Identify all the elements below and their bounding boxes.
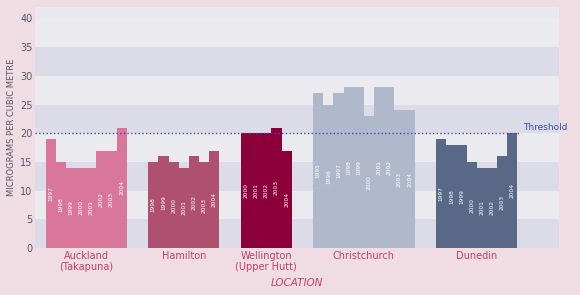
Text: 1997: 1997 xyxy=(336,163,341,178)
Bar xyxy=(35,133,559,162)
Text: 2001: 2001 xyxy=(253,183,259,198)
Bar xyxy=(497,156,508,248)
Text: 2001: 2001 xyxy=(182,201,186,215)
Bar xyxy=(385,87,394,248)
Bar xyxy=(96,150,107,248)
Text: 1997: 1997 xyxy=(48,186,53,201)
Text: 1998: 1998 xyxy=(58,198,63,212)
Bar xyxy=(405,110,415,248)
Bar xyxy=(209,150,219,248)
Text: 1999: 1999 xyxy=(68,201,74,215)
Text: 2002: 2002 xyxy=(191,195,197,210)
Bar xyxy=(261,133,271,248)
Text: 1998: 1998 xyxy=(346,160,351,175)
Text: 2003: 2003 xyxy=(500,195,505,210)
Bar xyxy=(46,139,56,248)
Bar xyxy=(334,93,343,248)
Bar xyxy=(179,168,189,248)
Text: 1999: 1999 xyxy=(459,189,464,204)
Bar xyxy=(487,168,497,248)
Bar xyxy=(189,156,199,248)
Bar xyxy=(117,127,127,248)
Text: 2001: 2001 xyxy=(89,201,94,215)
Text: 2003: 2003 xyxy=(397,172,402,187)
Text: 2000: 2000 xyxy=(171,198,176,213)
Y-axis label: MICROGRAMS PER CUBIC METRE: MICROGRAMS PER CUBIC METRE xyxy=(7,59,16,196)
Text: 1996: 1996 xyxy=(326,169,331,184)
Text: 2002: 2002 xyxy=(387,160,392,175)
Text: 1997: 1997 xyxy=(439,186,444,201)
Bar xyxy=(76,168,86,248)
Bar xyxy=(436,139,447,248)
Bar xyxy=(323,104,333,248)
Bar xyxy=(354,87,364,248)
Text: 2000: 2000 xyxy=(78,200,84,215)
Bar xyxy=(508,133,517,248)
Text: 2000: 2000 xyxy=(469,198,474,213)
Bar xyxy=(35,191,559,219)
Bar xyxy=(169,162,179,248)
Text: 1998: 1998 xyxy=(151,198,156,212)
Text: 1998: 1998 xyxy=(449,189,454,204)
Text: 1999: 1999 xyxy=(161,195,166,210)
Bar xyxy=(35,104,559,133)
Text: 2004: 2004 xyxy=(284,192,289,207)
Text: 2004: 2004 xyxy=(212,192,217,207)
Bar xyxy=(281,150,292,248)
Bar xyxy=(35,76,559,104)
Bar xyxy=(374,87,385,248)
Bar xyxy=(158,156,169,248)
Bar xyxy=(456,145,467,248)
Bar xyxy=(148,162,158,248)
Bar xyxy=(35,47,559,76)
Bar xyxy=(241,133,251,248)
Bar xyxy=(199,162,209,248)
Bar xyxy=(35,219,559,248)
Text: 2004: 2004 xyxy=(510,183,515,198)
Bar xyxy=(107,150,117,248)
Text: 1995: 1995 xyxy=(316,163,321,178)
Bar xyxy=(343,87,354,248)
Text: 2001: 2001 xyxy=(376,160,382,175)
Text: 2000: 2000 xyxy=(244,183,248,198)
Bar xyxy=(66,168,76,248)
Text: 2001: 2001 xyxy=(480,201,484,215)
Bar xyxy=(271,127,281,248)
Bar xyxy=(251,133,261,248)
Bar xyxy=(477,168,487,248)
Bar xyxy=(313,93,323,248)
Bar xyxy=(35,18,559,47)
Text: 2004: 2004 xyxy=(407,172,412,187)
Text: 2003: 2003 xyxy=(202,198,206,213)
Bar xyxy=(86,168,96,248)
X-axis label: LOCATION: LOCATION xyxy=(271,278,324,288)
Text: Threshold: Threshold xyxy=(524,123,568,132)
Bar xyxy=(35,162,559,191)
Bar xyxy=(467,162,477,248)
Bar xyxy=(364,116,374,248)
Bar xyxy=(447,145,456,248)
Text: 1999: 1999 xyxy=(356,160,361,175)
Text: 2000: 2000 xyxy=(367,175,372,190)
Bar xyxy=(56,162,66,248)
Text: 2002: 2002 xyxy=(264,183,269,198)
Bar xyxy=(394,110,405,248)
Text: 2002: 2002 xyxy=(99,192,104,207)
Text: 2003: 2003 xyxy=(109,192,114,207)
Text: 2004: 2004 xyxy=(119,180,124,195)
Text: 2003: 2003 xyxy=(274,180,279,195)
Text: 2002: 2002 xyxy=(490,200,495,215)
